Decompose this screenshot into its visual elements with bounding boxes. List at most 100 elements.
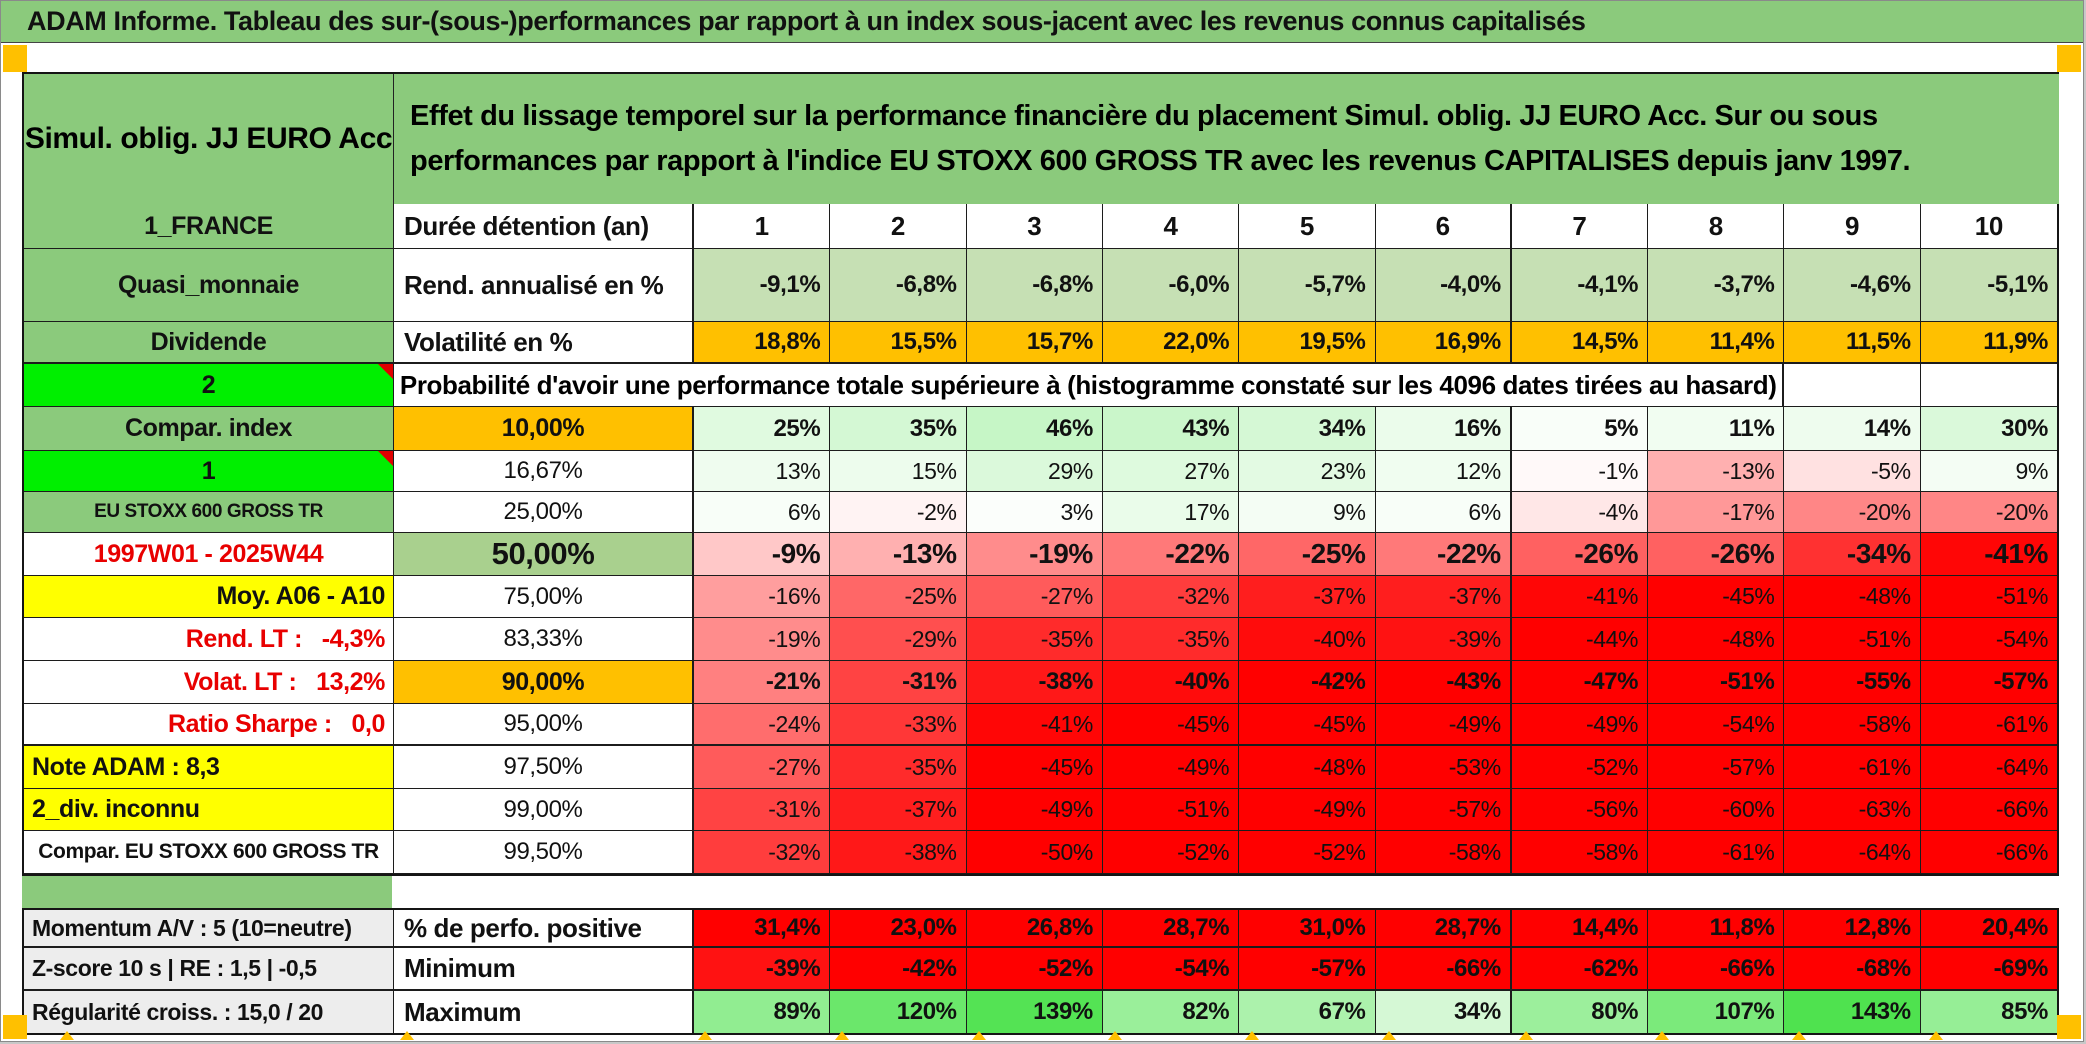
value-cell[interactable]: 13%	[694, 451, 831, 492]
value-cell[interactable]: 23%	[1239, 451, 1376, 492]
value-cell[interactable]: -52%	[966, 948, 1103, 991]
value-cell[interactable]: -52%	[1239, 831, 1376, 874]
value-cell[interactable]: -20%	[1784, 492, 1921, 533]
value-cell[interactable]: 27%	[1102, 451, 1240, 492]
value-cell[interactable]: -13%	[830, 533, 967, 576]
row-label-cell[interactable]: Quasi_monnaie	[24, 249, 394, 322]
value-cell[interactable]: 14%	[1784, 407, 1921, 451]
value-cell[interactable]: 6%	[1375, 492, 1512, 533]
row-sublabel-cell[interactable]: 75,00%	[394, 576, 694, 618]
value-cell[interactable]: -58%	[1511, 831, 1649, 874]
value-cell[interactable]: 89%	[694, 991, 831, 1033]
value-cell[interactable]: -54%	[1920, 618, 2057, 661]
value-cell[interactable]: 12,8%	[1784, 910, 1921, 948]
value-cell[interactable]: -61%	[1784, 746, 1921, 789]
value-cell[interactable]: -4%	[1511, 492, 1649, 533]
value-cell[interactable]: -54%	[1102, 948, 1240, 991]
value-cell[interactable]: 19,5%	[1239, 322, 1376, 364]
value-cell[interactable]: 1	[694, 204, 831, 249]
row-label-cell[interactable]: Rend. LT : -4,3%	[24, 618, 394, 661]
row-label-cell[interactable]: EU STOXX 600 GROSS TR	[24, 492, 394, 533]
value-cell[interactable]: 16,9%	[1375, 322, 1512, 364]
value-cell[interactable]: -4,0%	[1375, 249, 1512, 322]
value-cell[interactable]: -39%	[1375, 618, 1512, 661]
value-cell[interactable]: -57%	[1920, 661, 2057, 704]
value-cell[interactable]: -26%	[1511, 533, 1649, 576]
value-cell[interactable]: 11,4%	[1648, 322, 1785, 364]
value-cell[interactable]: -45%	[1648, 576, 1785, 618]
value-cell[interactable]: -42%	[830, 948, 967, 991]
value-cell[interactable]: -9,1%	[694, 249, 831, 322]
row-sublabel-cell[interactable]: 99,00%	[394, 789, 694, 831]
value-cell[interactable]: -54%	[1648, 704, 1785, 746]
value-cell[interactable]: -58%	[1784, 704, 1921, 746]
value-cell[interactable]: -52%	[1511, 746, 1649, 789]
value-cell[interactable]: -40%	[1102, 661, 1240, 704]
value-cell[interactable]: -57%	[1375, 789, 1512, 831]
value-cell[interactable]: -64%	[1920, 746, 2057, 789]
value-cell[interactable]: 18,8%	[694, 322, 831, 364]
value-cell[interactable]: 5%	[1511, 407, 1649, 451]
value-cell[interactable]: -51%	[1920, 576, 2057, 618]
row-sublabel-cell[interactable]: Rend. annualisé en %	[394, 249, 694, 322]
value-cell[interactable]: 17%	[1102, 492, 1240, 533]
value-cell[interactable]: -38%	[830, 831, 967, 874]
value-cell[interactable]: 9%	[1920, 451, 2057, 492]
value-cell[interactable]: -66%	[1648, 948, 1785, 991]
value-cell[interactable]: -4,6%	[1784, 249, 1921, 322]
value-cell[interactable]: 46%	[966, 407, 1103, 451]
row-label-cell[interactable]: Moy. A06 - A10	[24, 576, 394, 618]
empty-cell[interactable]	[1920, 364, 2057, 407]
value-cell[interactable]: 8	[1648, 204, 1785, 249]
row-label-cell[interactable]: Dividende	[24, 322, 394, 364]
value-cell[interactable]: -51%	[1784, 618, 1921, 661]
value-cell[interactable]: -56%	[1511, 789, 1649, 831]
value-cell[interactable]: -51%	[1102, 789, 1240, 831]
value-cell[interactable]: -45%	[1239, 704, 1376, 746]
row-label-cell[interactable]: Ratio Sharpe : 0,0	[24, 704, 394, 746]
value-cell[interactable]: 107%	[1648, 991, 1785, 1033]
value-cell[interactable]: -4,1%	[1511, 249, 1649, 322]
row-sublabel-cell[interactable]: 25,00%	[394, 492, 694, 533]
value-cell[interactable]: -24%	[694, 704, 831, 746]
value-cell[interactable]: 28,7%	[1375, 910, 1512, 948]
value-cell[interactable]: -32%	[694, 831, 831, 874]
value-cell[interactable]: -22%	[1102, 533, 1240, 576]
row-label-cell[interactable]: Compar. index	[24, 407, 394, 451]
value-cell[interactable]: -66%	[1920, 831, 2057, 874]
value-cell[interactable]: 16%	[1375, 407, 1512, 451]
value-cell[interactable]: 31,0%	[1239, 910, 1376, 948]
value-cell[interactable]: -45%	[1102, 704, 1240, 746]
row-sublabel-cell[interactable]: 83,33%	[394, 618, 694, 661]
value-cell[interactable]: -2%	[830, 492, 967, 533]
value-cell[interactable]: -17%	[1648, 492, 1785, 533]
value-cell[interactable]: 29%	[966, 451, 1103, 492]
value-cell[interactable]: -41%	[1920, 533, 2057, 576]
value-cell[interactable]: -3,7%	[1648, 249, 1785, 322]
row-label-cell[interactable]: 2	[24, 364, 394, 407]
value-cell[interactable]: -25%	[830, 576, 967, 618]
row-label-cell[interactable]: 1997W01 - 2025W44	[24, 533, 394, 576]
value-cell[interactable]: 43%	[1102, 407, 1240, 451]
row-sublabel-cell[interactable]: Minimum	[394, 948, 694, 991]
value-cell[interactable]: -26%	[1648, 533, 1785, 576]
value-cell[interactable]: 6	[1375, 204, 1512, 249]
value-cell[interactable]: -38%	[966, 661, 1103, 704]
product-name-cell[interactable]: Simul. oblig. JJ EURO Acc	[24, 74, 394, 204]
value-cell[interactable]: -35%	[830, 746, 967, 789]
value-cell[interactable]: 11,5%	[1784, 322, 1921, 364]
value-cell[interactable]: -66%	[1920, 789, 2057, 831]
value-cell[interactable]: 11,8%	[1648, 910, 1785, 948]
value-cell[interactable]: -43%	[1375, 661, 1512, 704]
value-cell[interactable]: -20%	[1920, 492, 2057, 533]
value-cell[interactable]: -5,7%	[1239, 249, 1376, 322]
row-sublabel-cell[interactable]: Volatilité en %	[394, 322, 694, 364]
row-label-cell[interactable]: 1	[24, 451, 394, 492]
value-cell[interactable]: -35%	[1102, 618, 1240, 661]
value-cell[interactable]: 15%	[830, 451, 967, 492]
value-cell[interactable]: -63%	[1784, 789, 1921, 831]
value-cell[interactable]: 9	[1784, 204, 1921, 249]
value-cell[interactable]: 3	[966, 204, 1103, 249]
value-cell[interactable]: -37%	[1239, 576, 1376, 618]
value-cell[interactable]: -68%	[1784, 948, 1921, 991]
